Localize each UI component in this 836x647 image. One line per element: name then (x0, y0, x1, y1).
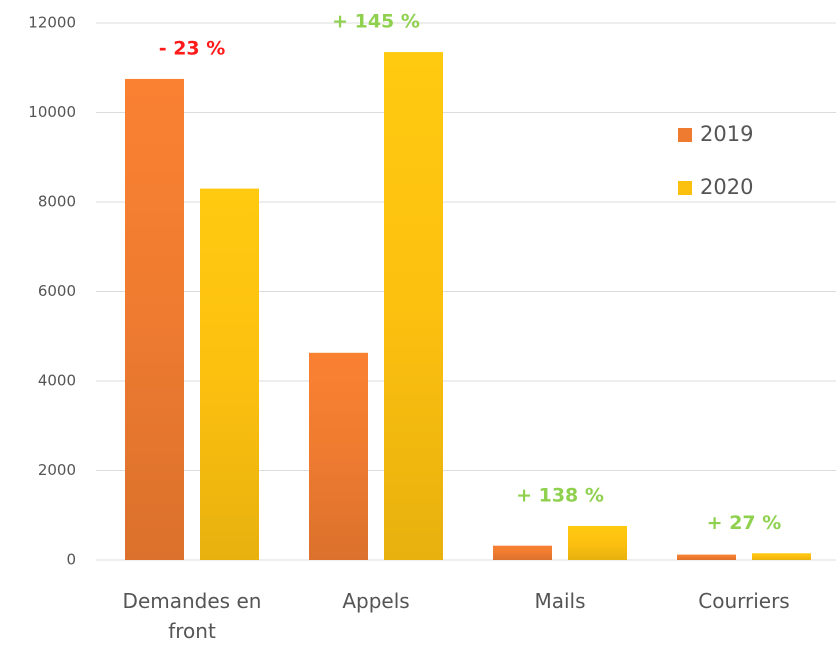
bar (200, 188, 259, 560)
y-tick-label: 12000 (28, 14, 76, 32)
y-tick-label: 4000 (38, 372, 76, 390)
x-tick-label: Courriers (698, 589, 790, 613)
legend-swatch (678, 181, 692, 195)
x-tick-label: Appels (342, 589, 410, 613)
annotation: - 23 % (159, 37, 226, 59)
bar (568, 525, 627, 560)
bar (125, 78, 184, 560)
x-tick-label: Demandes en front (122, 589, 262, 643)
bar (309, 352, 368, 560)
annotation: + 27 % (707, 512, 782, 534)
annotation: + 145 % (332, 11, 420, 33)
y-tick-label: 8000 (38, 193, 76, 211)
legend-label: 2019 (700, 122, 753, 146)
annotation: + 138 % (516, 484, 604, 506)
x-tick-label: Mails (534, 589, 586, 613)
bar (677, 554, 736, 560)
y-tick-label: 6000 (38, 282, 76, 300)
bar (493, 545, 552, 560)
legend-label: 2020 (700, 175, 753, 199)
legend-swatch (678, 128, 692, 142)
y-tick-label: 0 (66, 551, 76, 569)
y-tick-label: 2000 (38, 461, 76, 479)
bar (752, 553, 811, 560)
y-tick-label: 10000 (28, 103, 76, 121)
bar (384, 52, 443, 561)
